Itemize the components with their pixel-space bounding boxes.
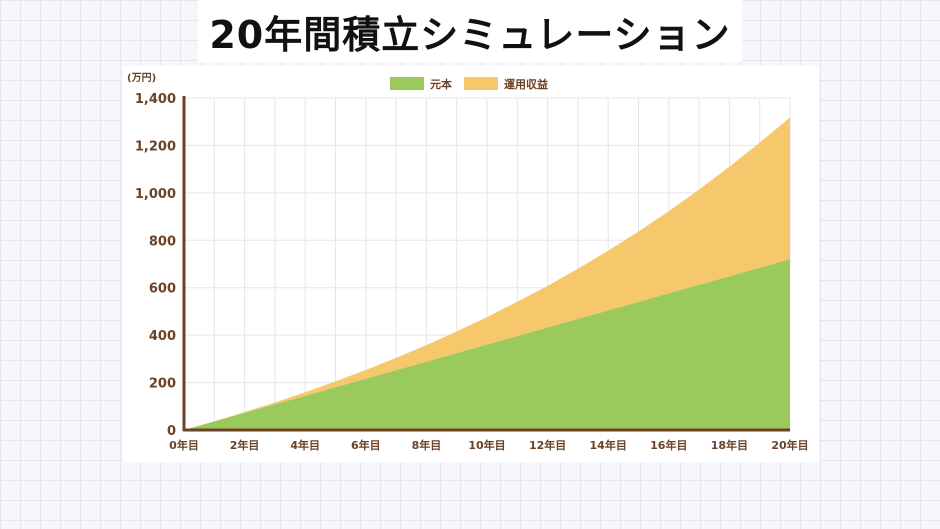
x-tick-label: 20年目 — [771, 438, 808, 452]
x-tick-label: 12年目 — [529, 438, 566, 452]
area-chart: 0 200 400 600 800 1,000 1,200 1,400 0年目 2年目 4年目 6年目… — [127, 72, 809, 452]
y-tick-label: 1,000 — [135, 187, 176, 202]
page-title: 20年間積立シミュレーション — [209, 12, 731, 57]
series-area-gampon — [184, 259, 790, 430]
title-box: 20年間積立シミュレーション — [198, 0, 742, 62]
area-layer — [184, 117, 790, 430]
x-tick-label: 4年目 — [290, 438, 320, 452]
legend: 元本 運用収益 — [390, 77, 548, 91]
x-tick-label: 2年目 — [230, 438, 260, 452]
x-tick-label: 14年目 — [590, 438, 627, 452]
legend-label: 元本 — [430, 77, 452, 91]
x-tick-label: 10年目 — [468, 438, 505, 452]
x-tick-label: 0年目 — [169, 438, 199, 452]
y-tick-label: 0 — [167, 424, 176, 439]
y-tick-label: 800 — [149, 234, 176, 249]
axis-layer — [182, 96, 790, 432]
y-tick-label: 200 — [149, 377, 176, 392]
legend-swatch — [464, 77, 498, 90]
x-tick-label: 8年目 — [412, 438, 442, 452]
x-tick-label: 6年目 — [351, 438, 381, 452]
y-tick-label: 600 — [149, 282, 176, 297]
x-tick-label: 18年目 — [711, 438, 748, 452]
y-tick-label: 1,200 — [135, 139, 176, 154]
y-unit-label: (万円) — [127, 72, 156, 84]
chart-panel: 0 200 400 600 800 1,000 1,200 1,400 0年目 2年目 4年目 6年目… — [123, 66, 819, 462]
legend-label: 運用収益 — [504, 77, 548, 91]
label-layer: 0 200 400 600 800 1,000 1,200 1,400 0年目 2年目 4年目 6年目… — [127, 72, 809, 452]
legend-swatch — [390, 77, 424, 90]
x-tick-label: 16年目 — [650, 438, 687, 452]
y-tick-label: 400 — [149, 329, 176, 344]
series-area-unyo-shueki — [184, 117, 790, 430]
y-tick-label: 1,400 — [135, 92, 176, 107]
